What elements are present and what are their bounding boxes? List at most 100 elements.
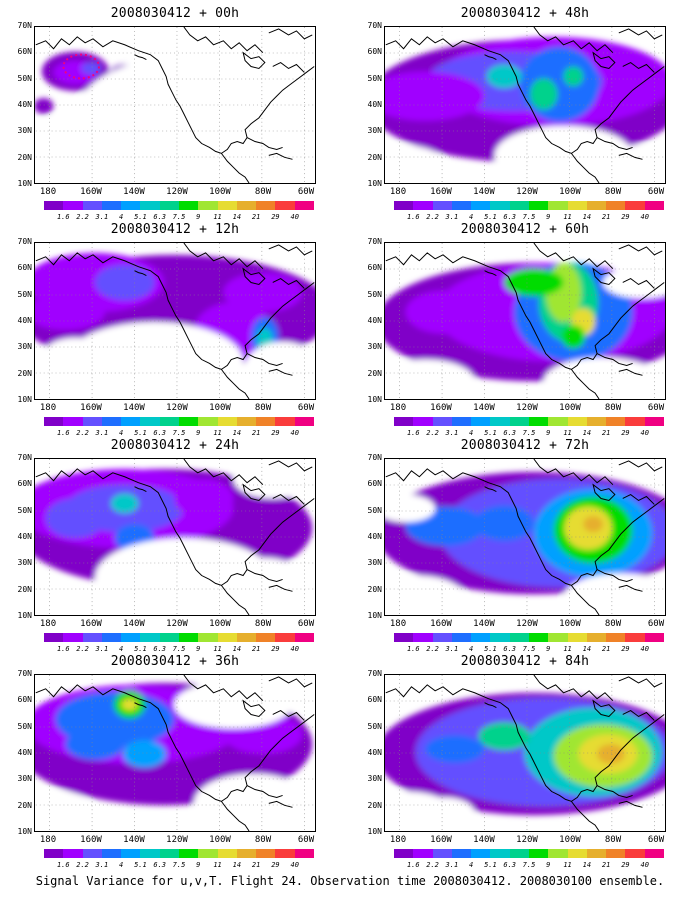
longitude-label: 120W — [166, 619, 188, 629]
colorbar-swatch — [471, 633, 491, 642]
colorbar-swatch — [528, 849, 549, 858]
latitude-label: 20N — [367, 800, 382, 810]
map-plot — [34, 674, 316, 832]
colorbar-swatch — [275, 849, 295, 858]
coastline — [618, 152, 643, 160]
map-panel: 2008030412 + 00h 70N 60N 50N 40N 30N 20N 10N 180… — [0, 6, 340, 221]
colorbar-label: 4 — [469, 645, 474, 653]
low-variance-area — [65, 321, 244, 399]
colorbar-label: 1.6 — [406, 213, 420, 221]
colorbar-swatch — [294, 633, 314, 642]
colorbar-label: 2.2 — [426, 861, 439, 869]
colorbar-swatch — [121, 849, 141, 858]
coastline — [533, 27, 614, 54]
colorbar-swatch — [140, 201, 160, 210]
latitude-label: 50N — [367, 289, 382, 299]
variance-contour — [385, 71, 485, 121]
longitude-label: 140W — [473, 403, 495, 413]
colorbar-swatch — [82, 849, 102, 858]
coastline — [484, 486, 497, 493]
colorbar-label: 7.5 — [522, 861, 536, 869]
coastline — [272, 493, 305, 505]
longitude-label: 140W — [473, 187, 495, 197]
latitude-label: 10N — [367, 179, 382, 188]
coastline — [596, 569, 633, 582]
colorbar-swatch — [413, 201, 433, 210]
map-panel: 2008030412 + 60h 70N 60N 50N 40N 30N 20N 10N 180… — [350, 222, 690, 437]
latitude-label: 70N — [17, 453, 32, 462]
colorbar-swatch — [198, 201, 218, 210]
latitude-label: 40N — [17, 100, 32, 109]
longitude-label: 80W — [254, 187, 272, 197]
latitude-label: 20N — [17, 800, 32, 810]
coastline — [221, 585, 250, 615]
variance-contour — [478, 722, 530, 751]
map-panel: 2008030412 + 12h 70N 60N 50N 40N 30N 20N 10N 180… — [0, 222, 340, 437]
latitude-label: 50N — [17, 505, 32, 515]
colorbar-swatch — [198, 417, 218, 426]
colorbar-label: 7.5 — [522, 645, 536, 653]
colorbar-swatch — [548, 849, 568, 858]
coastline — [592, 267, 616, 286]
latitude-label: 20N — [367, 584, 382, 594]
longitude-label: 60W — [297, 187, 315, 197]
coastline — [221, 153, 250, 183]
colorbar-label: 6.3 — [503, 645, 517, 653]
colorbar-label: 3.1 — [95, 861, 109, 869]
coastline — [592, 483, 616, 502]
colorbar-label: 21 — [601, 645, 611, 653]
coastline — [35, 468, 315, 586]
colorbar-label: 29 — [621, 213, 630, 221]
panel-title: 2008030412 + 60h — [460, 222, 590, 237]
latitude-label: 50N — [367, 73, 382, 83]
colorbar-label: 3.1 — [95, 213, 109, 221]
coastline — [596, 353, 633, 366]
colorbar-swatch — [394, 849, 414, 858]
colorbar-swatch — [509, 849, 529, 858]
coastline — [246, 569, 283, 582]
longitude-label: 60W — [297, 403, 315, 413]
colorbar-swatch — [528, 417, 549, 426]
colorbar-label: 21 — [601, 429, 611, 437]
colorbar-swatch — [528, 633, 549, 642]
latitude-label: 30N — [17, 342, 32, 352]
variance-contour — [529, 78, 558, 110]
colorbar-label: 29 — [271, 213, 280, 221]
variance-contour — [35, 98, 54, 114]
longitude-label: 160W — [80, 403, 102, 413]
latitude-label: 40N — [367, 316, 382, 325]
coastline — [618, 28, 663, 40]
colorbar-swatch — [101, 417, 122, 426]
latitude-label: 10N — [17, 179, 32, 188]
colorbar-label: 9 — [546, 861, 551, 869]
colorbar-label: 9 — [196, 429, 201, 437]
coastline — [246, 137, 283, 150]
colorbar-label: 14 — [232, 429, 242, 437]
longitude-label: 100W — [209, 187, 231, 197]
latitude-label: 40N — [367, 532, 382, 541]
colorbar-swatch — [644, 201, 664, 210]
colorbar — [394, 417, 664, 426]
panel-title: 2008030412 + 00h — [110, 6, 240, 21]
latitude-label: 30N — [367, 342, 382, 352]
coastline — [183, 243, 264, 270]
colorbar-swatch — [451, 201, 472, 210]
colorbar-label: 7.5 — [172, 861, 186, 869]
colorbar-label: 1.6 — [56, 213, 70, 221]
longitude-label: 120W — [166, 835, 188, 845]
longitude-label: 180 — [39, 187, 57, 197]
colorbar-swatch — [586, 201, 607, 210]
longitude-label: 180 — [39, 403, 57, 413]
colorbar-label: 11 — [213, 861, 222, 869]
figure-caption: Signal Variance for u,v,T. Flight 24. Ob… — [35, 874, 665, 888]
coastline — [268, 152, 293, 160]
coastline — [618, 244, 663, 256]
coastline — [268, 460, 313, 472]
colorbar-label: 2.2 — [76, 645, 89, 653]
colorbar-label: 6.3 — [153, 213, 167, 221]
latitude-label: 40N — [367, 100, 382, 109]
coastline — [242, 267, 266, 286]
coastline — [242, 51, 266, 70]
colorbar-label: 9 — [196, 213, 201, 221]
colorbar-swatch — [644, 849, 664, 858]
